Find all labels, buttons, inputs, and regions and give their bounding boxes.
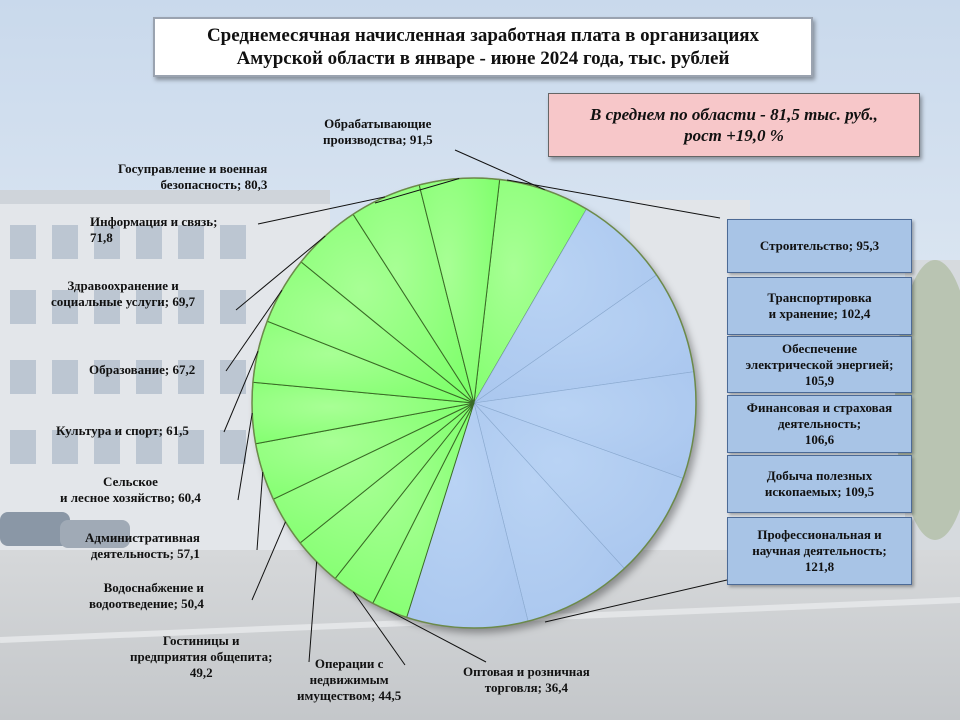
leader-line-0 <box>454 149 545 191</box>
leader-lines <box>223 149 728 666</box>
chart-title-line-2: Амурской области в январе - июне 2024 го… <box>236 48 730 69</box>
slice-label-administrative: Административная деятельность; 57,1 <box>85 530 200 561</box>
slice-label-public-administration: Госуправление и военная безопасность; 80,… <box>118 161 268 192</box>
pie-rim <box>251 177 697 629</box>
leader-line-17 <box>374 178 460 204</box>
leader-line-14 <box>225 289 283 372</box>
slice-label-water-supply: Водоснабжение и водоотведение; 50,4 <box>89 580 204 611</box>
leader-line-6 <box>544 579 728 623</box>
slice-label-professional: Профессиональная и научная деятельность; 1… <box>727 517 912 585</box>
leader-line-16 <box>257 196 386 225</box>
slice-label-finance: Финансовая и страховая деятельность; 106,6 <box>727 395 912 453</box>
slice-label-real-estate: Операции с недвижимым имуществом; 44,5 <box>297 656 402 703</box>
average-callout-line-2: рост +19,0 % <box>684 126 784 145</box>
slice-label-agriculture: Сельское и лесное хозяйство; 60,4 <box>60 474 201 505</box>
leader-line-10 <box>251 521 286 601</box>
average-callout: В среднем по области - 81,5 тыс. руб., р… <box>548 93 920 157</box>
leader-line-8 <box>352 591 406 666</box>
slice-label-culture-sport: Культура и спорт; 61,5 <box>56 423 189 438</box>
leader-line-7 <box>389 610 487 663</box>
leader-line-13 <box>223 350 259 433</box>
slice-label-transportation: Транспортировка и хранение; 102,4 <box>727 277 912 335</box>
leader-line-1 <box>506 179 721 219</box>
leader-line-9 <box>308 561 318 663</box>
average-callout-line-1: В среднем по области - 81,5 тыс. руб., <box>590 105 878 124</box>
slice-label-healthcare: Здравоохранение и социальные услуги; 69,7 <box>51 278 196 309</box>
pie-slices <box>251 177 697 629</box>
slice-label-manufacturing: Обрабатывающие производства; 91,5 <box>323 116 433 147</box>
slice-label-trade: Оптовая и розничная торговля; 36,4 <box>463 664 590 695</box>
slice-label-information: Информация и связь; 71,8 <box>90 214 218 245</box>
chart-title: Среднемесячная начисленная заработная пл… <box>153 17 813 77</box>
slice-label-electricity: Обеспечение электрической энергией; 105,9 <box>727 336 912 393</box>
chart-title-line-1: Среднемесячная начисленная заработная пл… <box>206 25 760 46</box>
slice-label-construction: Строительство; 95,3 <box>727 219 912 273</box>
leader-line-12 <box>237 413 253 501</box>
slice-label-mining: Добыча полезных ископаемых; 109,5 <box>727 455 912 513</box>
leader-line-15 <box>235 235 326 311</box>
leader-line-11 <box>256 472 264 551</box>
slice-label-hotels-catering: Гостиницы и предприятия общепита; 49,2 <box>130 633 273 680</box>
slice-label-education: Образование; 67,2 <box>89 362 196 377</box>
